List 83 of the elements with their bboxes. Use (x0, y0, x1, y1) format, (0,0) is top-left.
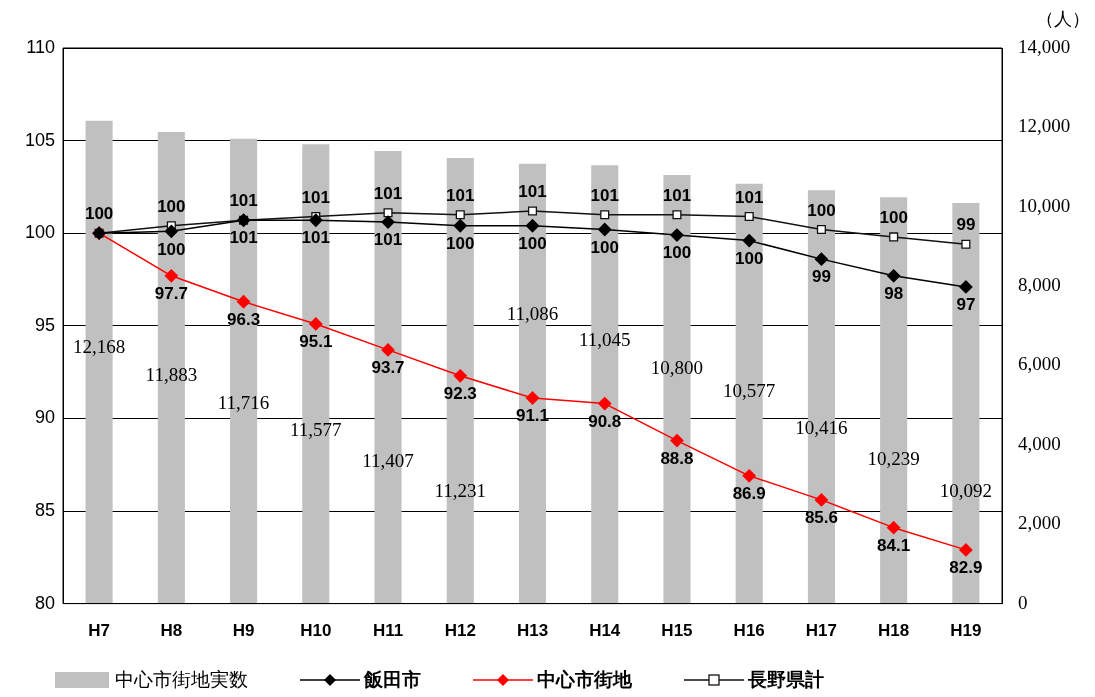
data-label: 101 (301, 187, 330, 207)
data-label: 101 (301, 228, 330, 248)
y2-axis-title: （人） (1036, 7, 1090, 29)
y-tick-label: 110 (26, 36, 55, 57)
data-label: 98 (884, 283, 904, 303)
y-tick-label: 105 (24, 129, 55, 150)
data-label: 100 (446, 233, 475, 253)
data-label: 85.6 (804, 508, 838, 528)
y2-tick-label: 10,000 (1018, 194, 1071, 216)
data-label: 101 (373, 184, 403, 204)
data-label: 86.9 (732, 484, 766, 503)
y-tick-label: 100 (24, 222, 55, 243)
x-tick-label: H17 (805, 621, 838, 641)
x-tick-label: H18 (878, 621, 910, 641)
y-tick-label: 85 (34, 499, 55, 520)
x-tick-label: H12 (444, 621, 476, 641)
data-label: 90.8 (588, 411, 622, 431)
x-tick-label: H14 (589, 621, 621, 641)
y2-tick-label: 12,000 (1018, 115, 1071, 137)
data-label: 99 (811, 267, 831, 287)
data-label: 97 (956, 295, 976, 315)
data-label: 99 (956, 215, 976, 235)
data-label: 101 (518, 182, 547, 202)
data-label: 100 (807, 200, 836, 220)
data-label: 93.7 (371, 358, 405, 378)
y2-tick-label: 8,000 (1018, 274, 1061, 296)
x-tick-label: H9 (232, 621, 255, 641)
y2-tick-label: 2,000 (1018, 512, 1061, 534)
y2-tick-label: 4,000 (1018, 432, 1061, 454)
data-label: 100 (157, 196, 186, 216)
y-tick-label: 80 (34, 592, 55, 613)
data-label: 101 (735, 187, 764, 207)
data-label: 82.9 (949, 558, 983, 578)
data-label: 95.1 (299, 332, 333, 352)
x-tick-label: H8 (160, 621, 183, 641)
data-label: 100 (518, 233, 547, 253)
data-label: 101 (662, 185, 692, 205)
data-label: 12,168 (72, 336, 126, 358)
legend-label: 中心市街地実数 (115, 666, 248, 692)
data-label: 96.3 (227, 309, 261, 329)
data-label: 11,045 (578, 328, 631, 350)
data-label: 100 (157, 239, 186, 259)
legend-label: 中心市街地 (537, 666, 632, 692)
y2-tick-label: 6,000 (1018, 353, 1061, 375)
legend-label: 長野県計 (748, 666, 824, 692)
data-label: 11,231 (434, 480, 487, 502)
data-label: 88.8 (660, 448, 694, 468)
data-label: 11,883 (145, 363, 198, 385)
x-tick-label: H10 (300, 621, 332, 641)
y-tick-label: 95 (34, 314, 55, 335)
x-tick-label: H13 (516, 621, 549, 641)
data-label: 97.7 (154, 283, 188, 303)
data-label: 100 (590, 237, 619, 257)
data-label: 10,092 (939, 480, 993, 502)
data-label: 101 (373, 230, 403, 250)
data-label: 10,800 (650, 357, 704, 379)
y2-tick-label: 0 (1018, 591, 1028, 613)
data-label: 101 (590, 185, 619, 205)
x-tick-label: H11 (372, 621, 404, 641)
data-label: 10,577 (723, 380, 776, 402)
x-tick-label: H15 (661, 621, 693, 641)
data-label: 11,577 (290, 419, 342, 441)
data-label: 100 (662, 243, 692, 263)
data-label: 11,407 (362, 449, 414, 471)
data-label: 11,716 (217, 391, 270, 413)
data-label: 101 (446, 185, 475, 205)
data-label: 84.1 (877, 535, 911, 555)
data-label: 10,416 (795, 416, 848, 438)
x-tick-label: H7 (88, 621, 110, 641)
data-label: 101 (229, 191, 258, 211)
data-label: 100 (735, 248, 764, 268)
data-label: 11,086 (506, 302, 559, 324)
data-label: 10,239 (867, 447, 920, 469)
y-tick-label: 90 (34, 407, 55, 428)
data-label: 100 (879, 208, 908, 228)
x-tick-label: H19 (950, 621, 982, 641)
data-label: 100 (84, 204, 114, 224)
y2-tick-label: 14,000 (1018, 35, 1071, 57)
legend-label: 飯田市 (364, 666, 421, 692)
data-label: 91.1 (515, 406, 550, 426)
data-label: 101 (229, 228, 258, 248)
x-tick-label: H16 (733, 621, 765, 641)
data-label: 92.3 (443, 383, 477, 403)
